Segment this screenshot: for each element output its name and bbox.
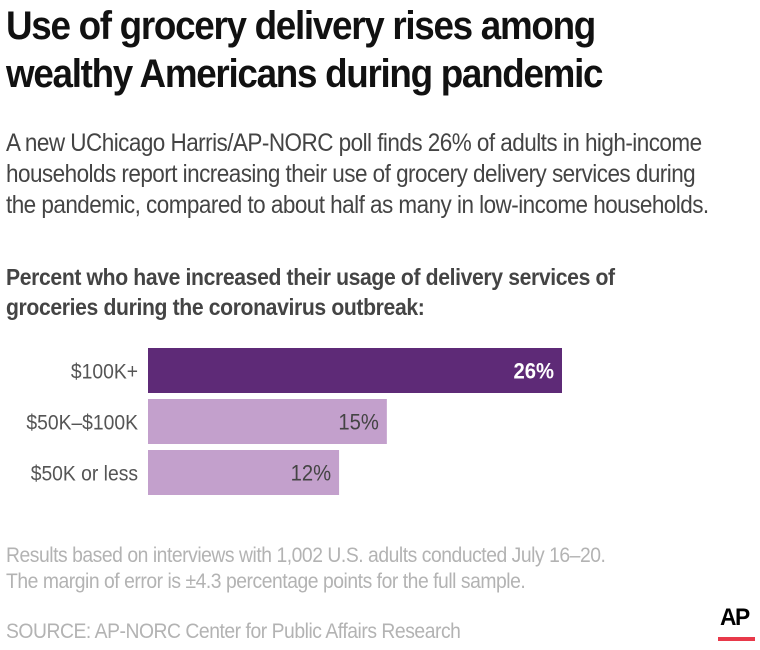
- bar: [148, 450, 340, 495]
- chart-heading: Percent who have increased their usage o…: [6, 262, 742, 322]
- note-line-1: Results based on interviews with 1,002 U…: [6, 544, 606, 567]
- value-label: 26%: [514, 360, 555, 384]
- ap-logo-icon: AP: [716, 604, 756, 644]
- bar: [148, 348, 562, 393]
- source-credit: SOURCE: AP-NORC Center for Public Affair…: [6, 620, 461, 643]
- subtitle-line-3: the pandemic, compared to about half as …: [6, 191, 709, 219]
- bar-chart: $100K+ 26% $50K–$100K 15% $50K or less 12%: [26, 348, 562, 495]
- subtitle: A new UChicago Harris/AP-NORC poll finds…: [6, 128, 753, 221]
- subtitle-line-2: households report increasing their use o…: [6, 160, 696, 188]
- page-title: Use of grocery delivery rises among weal…: [6, 2, 742, 98]
- bar-group: $50K or less 12%: [31, 450, 340, 495]
- category-label: $50K or less: [31, 463, 138, 486]
- note-line-2: The margin of error is ±4.3 percentage p…: [6, 570, 526, 593]
- value-label: 12%: [291, 462, 332, 486]
- title-line-1: Use of grocery delivery rises among: [6, 4, 596, 48]
- bar-group: $100K+ 26%: [71, 348, 562, 393]
- bar-group: $50K–$100K 15%: [26, 399, 387, 444]
- methodology-note: Results based on interviews with 1,002 U…: [6, 543, 742, 595]
- value-label: 15%: [338, 411, 379, 435]
- title-line-2: wealthy Americans during pandemic: [6, 52, 604, 96]
- category-label: $50K–$100K: [26, 412, 138, 435]
- subtitle-line-1: A new UChicago Harris/AP-NORC poll finds…: [6, 129, 702, 157]
- bar: [148, 399, 387, 444]
- category-label: $100K+: [71, 361, 138, 384]
- ap-logo-bar: [718, 637, 755, 641]
- ap-logo-text: AP: [720, 604, 750, 631]
- chart-heading-line-2: groceries during the coronavirus outbrea…: [6, 294, 425, 320]
- chart-heading-line-1: Percent who have increased their usage o…: [6, 264, 615, 290]
